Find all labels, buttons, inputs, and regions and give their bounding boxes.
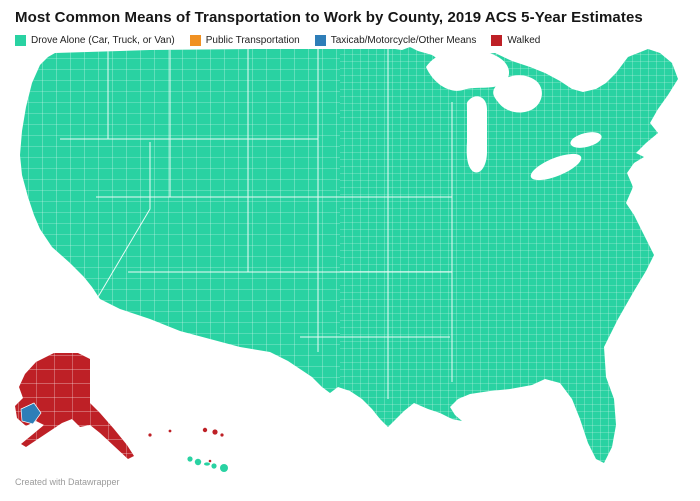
legend-item-taxi-other: Taxicab/Motorcycle/Other Means bbox=[314, 35, 477, 46]
legend-swatch-taxi-other bbox=[314, 35, 326, 46]
contiguous-us-region[interactable] bbox=[0, 47, 700, 472]
aleutian-islands[interactable] bbox=[148, 427, 224, 437]
lake-superior bbox=[426, 49, 510, 91]
us-county-choropleth-map bbox=[0, 47, 700, 472]
alaska-region[interactable] bbox=[10, 347, 140, 467]
page-title: Most Common Means of Transportation to W… bbox=[15, 9, 643, 26]
legend-label-taxi-other: Taxicab/Motorcycle/Other Means bbox=[330, 35, 477, 46]
hawaii-region[interactable] bbox=[187, 456, 228, 472]
county-grid-overlay bbox=[20, 47, 678, 463]
legend-item-walked: Walked bbox=[491, 35, 540, 46]
legend: Drove Alone (Car, Truck, or Van) Public … bbox=[0, 27, 700, 46]
aleutian-island[interactable] bbox=[168, 429, 172, 433]
legend-label-drove-alone: Drove Alone (Car, Truck, or Van) bbox=[31, 35, 175, 46]
lake-ontario bbox=[570, 132, 602, 148]
legend-item-drove-alone: Drove Alone (Car, Truck, or Van) bbox=[15, 35, 175, 46]
legend-label-walked: Walked bbox=[507, 35, 541, 46]
lake-huron bbox=[493, 75, 542, 113]
datawrapper-credit-link[interactable]: Created with Datawrapper bbox=[15, 477, 120, 487]
legend-label-public-transportation: Public Transportation bbox=[205, 35, 300, 46]
hawaii-island-molokai[interactable] bbox=[204, 462, 210, 466]
footer: Created with Datawrapper bbox=[0, 472, 700, 487]
legend-swatch-walked bbox=[491, 35, 503, 46]
hawaii-island-kauai[interactable] bbox=[187, 456, 193, 462]
legend-swatch-public-transportation bbox=[189, 35, 201, 46]
aleutian-island[interactable] bbox=[212, 429, 218, 435]
legend-item-public-transportation: Public Transportation bbox=[189, 35, 300, 46]
aleutian-island[interactable] bbox=[220, 433, 224, 437]
legend-swatch-drove-alone bbox=[15, 35, 26, 46]
alaska-taxi-other-borough[interactable] bbox=[20, 402, 42, 425]
aleutian-island[interactable] bbox=[202, 427, 208, 433]
hawaii-island-kalawao[interactable] bbox=[208, 459, 212, 463]
hawaii-island-oahu[interactable] bbox=[194, 458, 202, 466]
state-borders bbox=[60, 49, 453, 399]
great-lakes bbox=[426, 49, 602, 181]
lake-erie bbox=[530, 153, 582, 181]
hawaii-island-big-island[interactable] bbox=[220, 464, 228, 472]
lake-michigan bbox=[466, 96, 487, 173]
aleutian-island[interactable] bbox=[148, 433, 152, 437]
header: Most Common Means of Transportation to W… bbox=[0, 0, 700, 27]
hawaii-island-maui[interactable] bbox=[211, 463, 217, 469]
